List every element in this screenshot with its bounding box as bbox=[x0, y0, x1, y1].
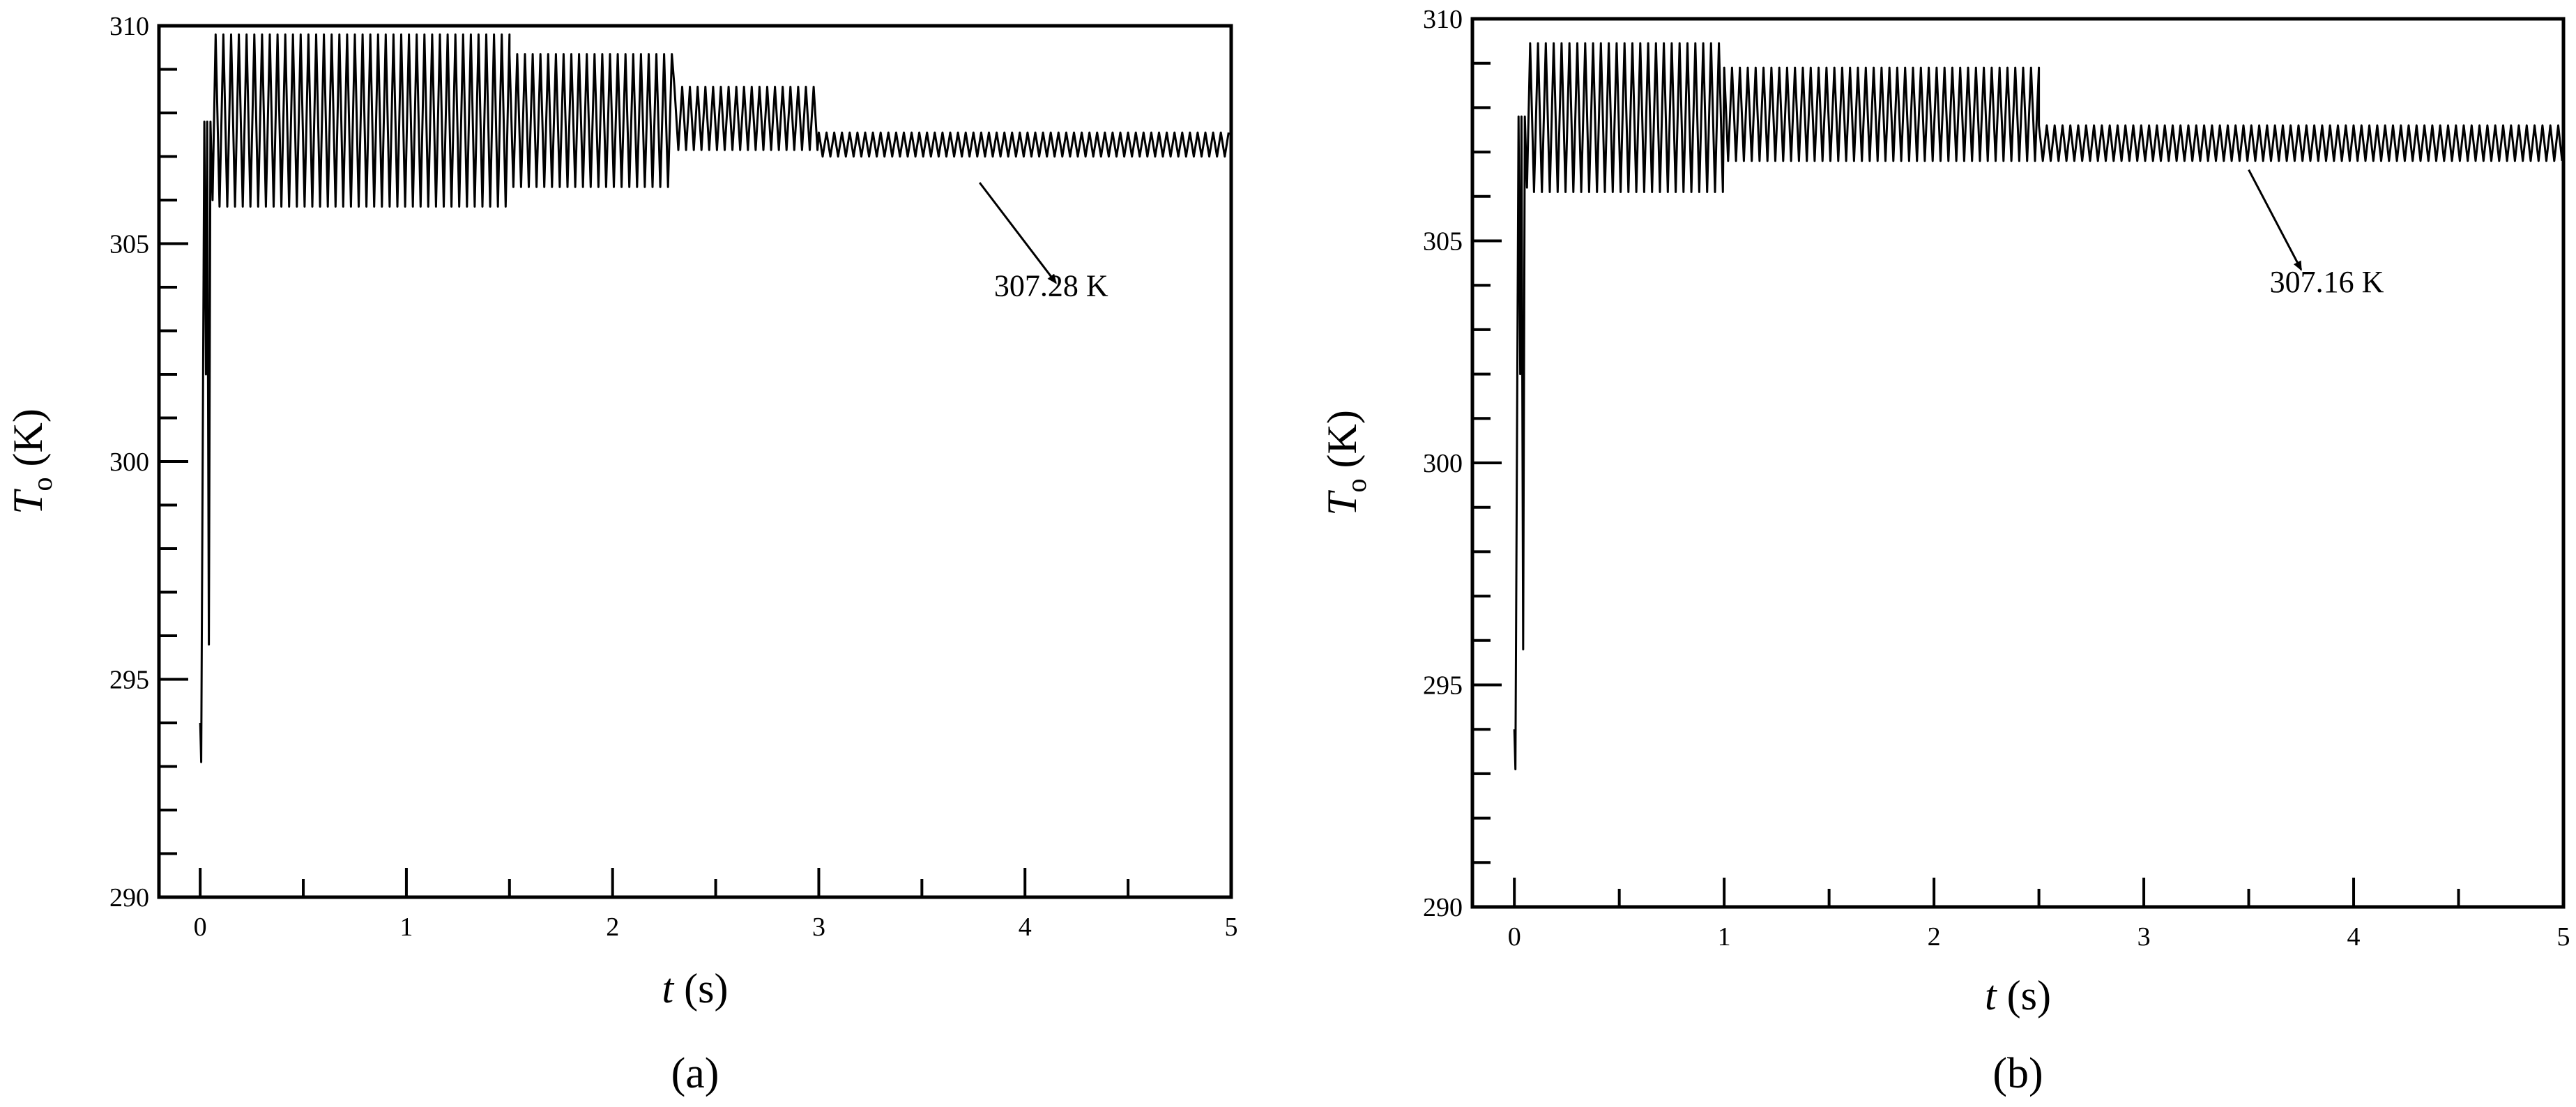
x-tick-label: 4 bbox=[1019, 913, 1032, 942]
y-tick-label: 305 bbox=[109, 230, 149, 259]
x-tick-label: 1 bbox=[399, 913, 413, 942]
x-tick-label: 3 bbox=[812, 913, 825, 942]
tick-layer: 290 295 300 305 310 0 1 2 3 4 5 bbox=[1423, 5, 2570, 952]
tick-layer: 290 295 300 305 310 0 1 2 3 4 5 bbox=[109, 12, 1238, 942]
x-tick-label: 1 bbox=[1718, 922, 1731, 952]
x-tick-label: 3 bbox=[2137, 922, 2151, 952]
annotation-arrow bbox=[978, 182, 1057, 284]
panel-label: (a) bbox=[671, 1050, 719, 1097]
y-tick-label: 310 bbox=[109, 12, 149, 41]
y-tick-label: 305 bbox=[1423, 227, 1463, 257]
y-tick-label: 290 bbox=[109, 883, 149, 913]
x-tick-label: 2 bbox=[606, 913, 619, 942]
x-tick-label: 2 bbox=[1928, 922, 1941, 952]
y-tick-label: 295 bbox=[1423, 671, 1463, 701]
chart-panel-b: 290 295 300 305 310 0 1 2 3 4 5 307.16 K t (s) To … bbox=[1319, 5, 2570, 1097]
x-tick-label: 5 bbox=[1225, 913, 1238, 942]
series-layer bbox=[1513, 42, 2563, 770]
panel-label: (b) bbox=[1992, 1050, 2043, 1097]
y-tick-label: 290 bbox=[1423, 893, 1463, 922]
chart-panel-a: 290 295 300 305 310 0 1 2 3 4 5 307.28 K t (s) To … bbox=[5, 12, 1238, 1097]
x-axis-title: t (s) bbox=[662, 965, 729, 1011]
y-axis-title: To (K) bbox=[1319, 410, 1372, 516]
y-tick-label: 300 bbox=[1423, 449, 1463, 478]
x-tick-label: 0 bbox=[1508, 922, 1521, 952]
x-axis-title: t (s) bbox=[1985, 972, 2051, 1018]
y-tick-label: 300 bbox=[109, 448, 149, 477]
x-tick-label: 0 bbox=[194, 913, 207, 942]
y-tick-label: 310 bbox=[1423, 5, 1463, 34]
annotation-label: 307.28 K bbox=[994, 269, 1108, 303]
temperature-series-line bbox=[1513, 42, 2563, 770]
series-layer bbox=[199, 33, 1230, 763]
y-tick-label: 295 bbox=[109, 666, 149, 695]
annotation-layer: 307.28 K bbox=[978, 182, 1108, 303]
x-tick-label: 4 bbox=[2347, 922, 2361, 952]
y-axis-title: To (K) bbox=[5, 409, 58, 514]
annotation-layer: 307.16 K bbox=[2248, 169, 2384, 299]
annotation-arrow bbox=[2248, 169, 2303, 271]
annotation-label: 307.16 K bbox=[2270, 265, 2384, 299]
x-tick-label: 5 bbox=[2557, 922, 2570, 952]
temperature-series-line bbox=[199, 33, 1230, 763]
